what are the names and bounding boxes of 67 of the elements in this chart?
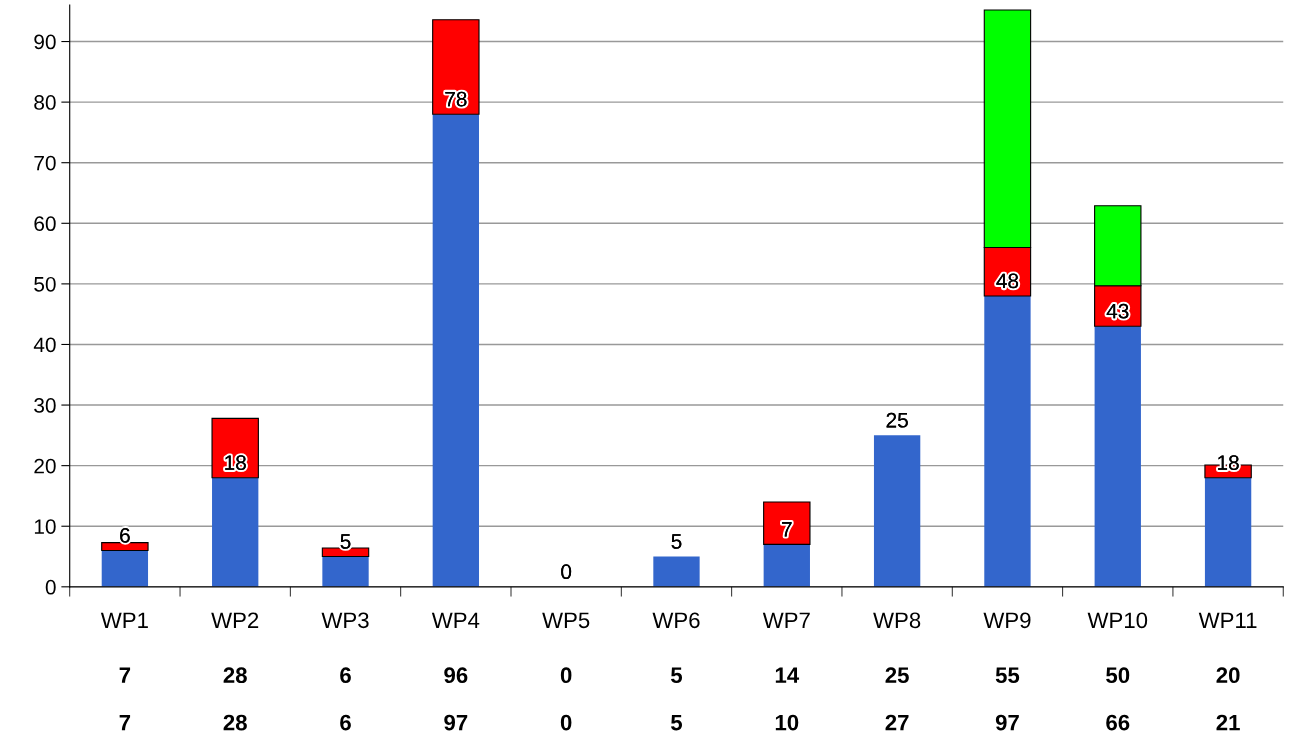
x-tick-label: WP11 (1198, 612, 1257, 628)
text: 28 (223, 667, 247, 684)
text: 28 (223, 714, 247, 731)
bar (432, 114, 480, 587)
bar (212, 477, 259, 587)
bar (1094, 326, 1141, 587)
text: 0 (560, 714, 572, 731)
x-tick-label: WP7 (762, 612, 810, 628)
text: 6 (340, 667, 351, 684)
text: 66 (1106, 714, 1130, 731)
x-tick-label: WP5 (542, 612, 590, 629)
bar (763, 544, 810, 587)
data-label: 43 (1106, 303, 1129, 319)
bar (101, 550, 149, 587)
data-label: 5 (340, 534, 351, 549)
text: 97 (444, 714, 468, 731)
text: 5 (670, 714, 683, 731)
y-tick-label: 70 (34, 155, 56, 171)
x-tick-label: WP1 (100, 612, 148, 628)
data-label: 7 (782, 522, 792, 537)
y-tick-label: 30 (34, 398, 56, 413)
x-tick-label: WP9 (983, 612, 1031, 629)
data-label: 0 (561, 564, 572, 580)
y-tick-label: 90 (34, 34, 56, 50)
bar (432, 19, 480, 115)
data-label: 6 (120, 527, 130, 543)
y-tick-label: 50 (34, 276, 56, 292)
x-tick-label: WP8 (873, 612, 921, 629)
text: 97 (995, 714, 1019, 731)
bar (101, 542, 149, 552)
y-tick-label: 40 (33, 337, 56, 353)
text: 55 (995, 667, 1020, 684)
text: 7 (119, 667, 131, 683)
text: 50 (1106, 667, 1130, 684)
bar (653, 556, 700, 587)
bar (984, 296, 1031, 587)
text: 7 (119, 714, 131, 731)
y-tick-label: 10 (34, 519, 56, 534)
text: 25 (885, 667, 909, 684)
bar (763, 501, 811, 545)
data-label: 5 (671, 534, 682, 549)
text: 6 (340, 714, 351, 731)
y-tick-label: 20 (34, 458, 56, 474)
text: 20 (1216, 667, 1240, 684)
text: 27 (885, 714, 909, 731)
text: 5 (670, 667, 683, 684)
bar (322, 556, 369, 587)
data-label: 25 (886, 412, 908, 428)
bar (873, 435, 921, 587)
text: 10 (775, 714, 799, 731)
x-tick-label: WP3 (321, 612, 369, 629)
text: 96 (444, 667, 468, 684)
y-tick-label: 80 (34, 95, 56, 110)
data-label: 48 (996, 273, 1019, 289)
x-tick-label: WP2 (211, 612, 259, 628)
bar (1204, 477, 1252, 587)
text: 0 (560, 667, 572, 684)
x-tick-label: WP10 (1087, 612, 1148, 629)
x-tick-label: WP6 (652, 612, 700, 629)
text: 21 (1216, 714, 1240, 731)
data-label: 78 (445, 91, 467, 107)
bar (321, 547, 370, 558)
text: 14 (775, 667, 800, 683)
y-tick-label: 60 (34, 216, 56, 232)
x-tick-label: WP4 (431, 612, 480, 628)
y-tick-label: 0 (45, 579, 56, 595)
data-label: 18 (225, 455, 246, 471)
